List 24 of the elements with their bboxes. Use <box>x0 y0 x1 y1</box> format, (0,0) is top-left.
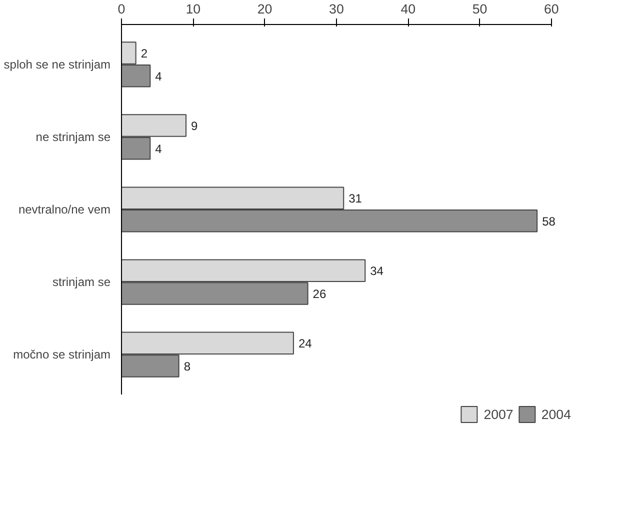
data-label: 4 <box>155 69 162 84</box>
x-tick-label: 0 <box>118 2 126 16</box>
y-tick-label: sploh se ne strinjam <box>4 57 111 72</box>
x-tick-label: 40 <box>400 2 416 16</box>
y-tick-label: strinjam se <box>52 275 111 290</box>
data-label: 31 <box>348 192 362 206</box>
data-label: 58 <box>542 214 556 228</box>
data-label: 9 <box>190 119 198 134</box>
data-label: 8 <box>184 360 191 374</box>
data-label: 4 <box>155 142 162 156</box>
x-tick-label: 20 <box>257 2 272 16</box>
data-label: 26 <box>312 286 326 301</box>
x-tick-label: 50 <box>472 2 488 16</box>
data-label: 34 <box>370 264 384 278</box>
legend-label: 2007 <box>484 406 514 422</box>
x-tick-label: 30 <box>329 2 344 16</box>
x-tick-label: 10 <box>186 2 201 16</box>
data-label: 24 <box>298 336 312 351</box>
x-tick-label: 60 <box>544 2 559 16</box>
y-tick-label: močno se strinjam <box>13 348 111 362</box>
y-tick-label: ne strinjam se <box>36 130 111 144</box>
y-tick-label: nevtralno/ne vem <box>18 202 111 216</box>
legend-label: 2004 <box>541 406 571 422</box>
data-label: 2 <box>140 46 148 60</box>
